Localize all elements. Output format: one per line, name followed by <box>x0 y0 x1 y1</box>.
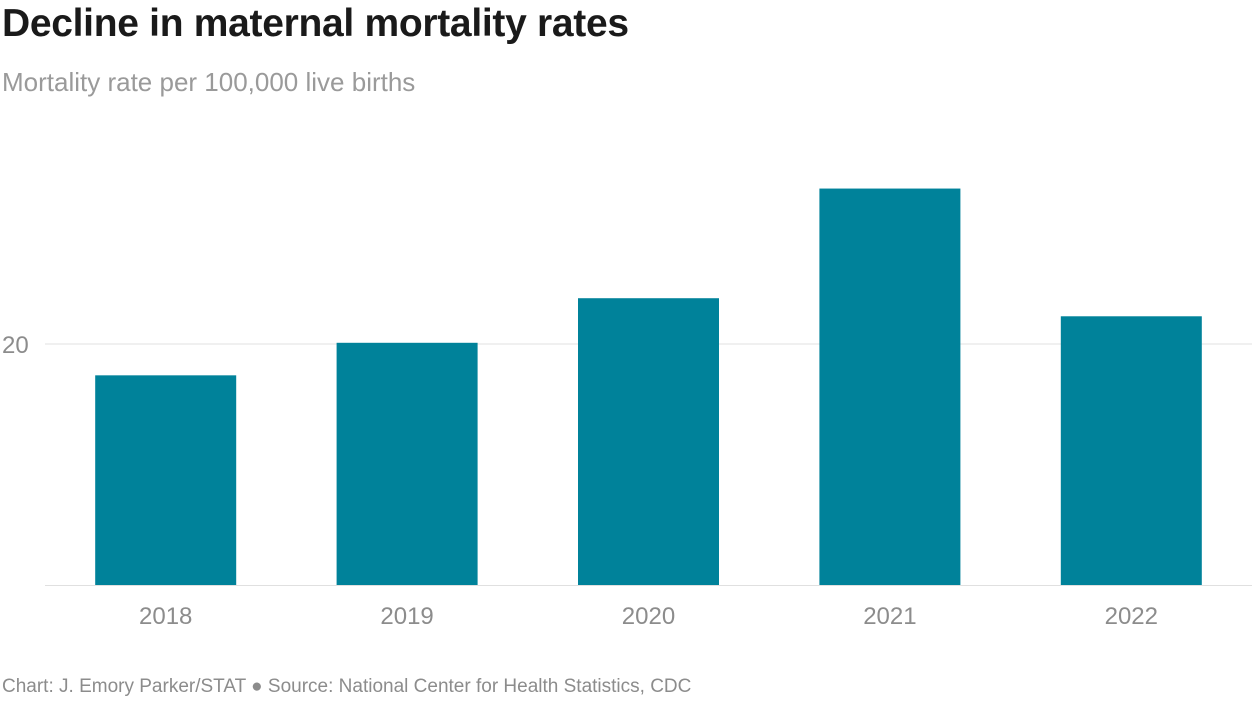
bar-2022 <box>1060 316 1202 585</box>
x-tick-label: 2019 <box>380 603 433 630</box>
bar-2020 <box>578 298 719 585</box>
x-tick-label: 2020 <box>622 603 675 630</box>
chart-subtitle: Mortality rate per 100,000 live births <box>2 67 416 97</box>
x-tick-label: 2021 <box>863 603 916 630</box>
bar-2018 <box>95 375 237 585</box>
x-tick-label: 2022 <box>1105 603 1158 630</box>
bar-chart: 20 2018 2019 2020 2021 2022 <box>2 188 1252 630</box>
chart-title: Decline in maternal mortality rates <box>2 2 629 45</box>
y-tick-label: 20 <box>2 332 29 359</box>
bar-2021 <box>819 188 961 585</box>
bar-2019 <box>336 342 478 585</box>
source-credit: Chart: J. Emory Parker/STAT ● Source: Na… <box>2 676 692 697</box>
x-tick-label: 2018 <box>139 603 192 630</box>
